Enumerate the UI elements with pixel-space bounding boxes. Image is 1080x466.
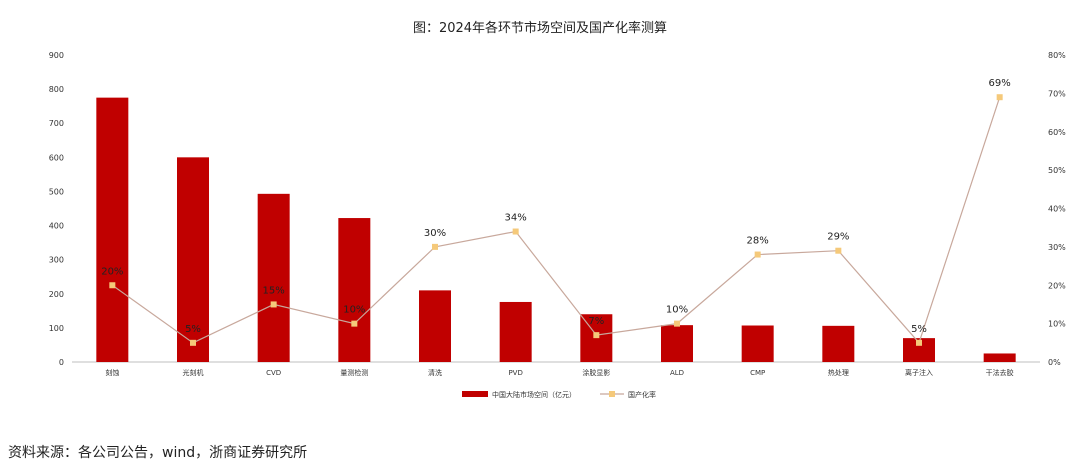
bar: [96, 97, 129, 362]
line-point: [512, 228, 519, 235]
left-tick-label: 900: [49, 51, 64, 60]
legend: 中国大陆市场空间（亿元） 国产化率: [462, 390, 656, 399]
category-labels: 刻蚀 光刻机 CVD 量测检测 清洗 PVD 涂胶显影 ALD CMP 热处理 离子注入 干法去胶: [105, 368, 1013, 377]
bar: [338, 218, 371, 362]
category-label: 涂胶显影: [582, 368, 610, 377]
right-axis-ticks: 0% 10% 20% 30% 40% 50% 60% 70% 80%: [1048, 51, 1066, 367]
line-point: [190, 339, 196, 346]
left-tick-label: 300: [49, 256, 64, 265]
line-point: [674, 320, 680, 327]
line-path: [111, 97, 1001, 344]
left-tick-label: 800: [49, 85, 64, 94]
data-label: 30%: [424, 228, 446, 239]
left-tick-label: 200: [49, 290, 64, 299]
data-label: 15%: [263, 285, 285, 296]
category-label: 清洗: [428, 368, 442, 377]
legend-line-label: 国产化率: [628, 390, 656, 399]
left-tick-label: 0: [59, 358, 64, 367]
data-label: 69%: [989, 78, 1011, 89]
bar: [177, 157, 209, 362]
right-tick-label: 80%: [1048, 51, 1066, 60]
data-label: 28%: [747, 236, 769, 247]
left-tick-label: 700: [49, 119, 64, 128]
line-point: [835, 247, 842, 254]
right-tick-label: 10%: [1048, 320, 1066, 329]
category-label: CMP: [750, 369, 765, 377]
left-tick-label: 100: [49, 324, 64, 333]
legend-line-marker: [609, 391, 615, 397]
bar: [822, 325, 855, 362]
right-tick-label: 60%: [1048, 128, 1066, 137]
category-label: 刻蚀: [105, 368, 119, 377]
line-point: [754, 251, 761, 258]
line-point: [996, 94, 1003, 101]
left-tick-label: 400: [49, 222, 64, 231]
data-label: 29%: [827, 232, 849, 243]
data-label: 10%: [343, 305, 365, 316]
line-point: [432, 243, 438, 250]
left-tick-label: 500: [49, 187, 64, 196]
data-label: 5%: [185, 324, 201, 335]
category-label: PVD: [508, 369, 522, 377]
data-label: 34%: [505, 213, 527, 224]
source-note: 资料来源：各公司公告，wind，浙商证券研究所: [8, 445, 308, 461]
legend-bar-swatch: [462, 391, 488, 397]
bar: [661, 325, 693, 362]
bar: [983, 353, 1016, 362]
bar: [903, 338, 935, 362]
bar: [419, 290, 451, 362]
left-tick-label: 600: [49, 153, 64, 162]
bar: [741, 325, 774, 362]
line-series: 20% 5% 15% 10% 30% 34% 7% 10% 28% 29% 5% 69%: [101, 78, 1011, 346]
category-label: 光刻机: [183, 368, 204, 377]
bar: [257, 193, 290, 362]
line-point: [916, 339, 922, 346]
line-point: [109, 282, 116, 289]
line-point: [270, 301, 277, 308]
data-label: 10%: [666, 305, 688, 316]
category-label: 离子注入: [905, 368, 933, 377]
right-tick-label: 40%: [1048, 205, 1066, 214]
right-tick-label: 0%: [1048, 358, 1061, 367]
category-label: 热处理: [828, 368, 849, 377]
bar-series: [96, 97, 1016, 362]
right-tick-label: 20%: [1048, 281, 1066, 290]
chart: 图：2024年各环节市场空间及国产化率测算 0 100 200 300 400 500 60…: [49, 20, 1066, 399]
line-point: [593, 332, 600, 339]
right-tick-label: 50%: [1048, 166, 1066, 175]
right-tick-label: 70%: [1048, 89, 1066, 98]
category-label: CVD: [266, 369, 281, 377]
data-label: 20%: [101, 266, 123, 277]
data-label: 7%: [588, 316, 604, 327]
right-tick-label: 30%: [1048, 243, 1066, 252]
left-axis-ticks: 0 100 200 300 400 500 600 700 800 900: [49, 51, 64, 367]
category-label: 干法去胶: [986, 368, 1014, 377]
data-label: 5%: [911, 324, 927, 335]
chart-title: 图：2024年各环节市场空间及国产化率测算: [413, 20, 667, 36]
category-label: ALD: [670, 369, 684, 377]
category-label: 量测检测: [340, 368, 368, 377]
line-point: [351, 320, 358, 327]
legend-bar-label: 中国大陆市场空间（亿元）: [492, 390, 576, 399]
bar: [499, 301, 532, 362]
